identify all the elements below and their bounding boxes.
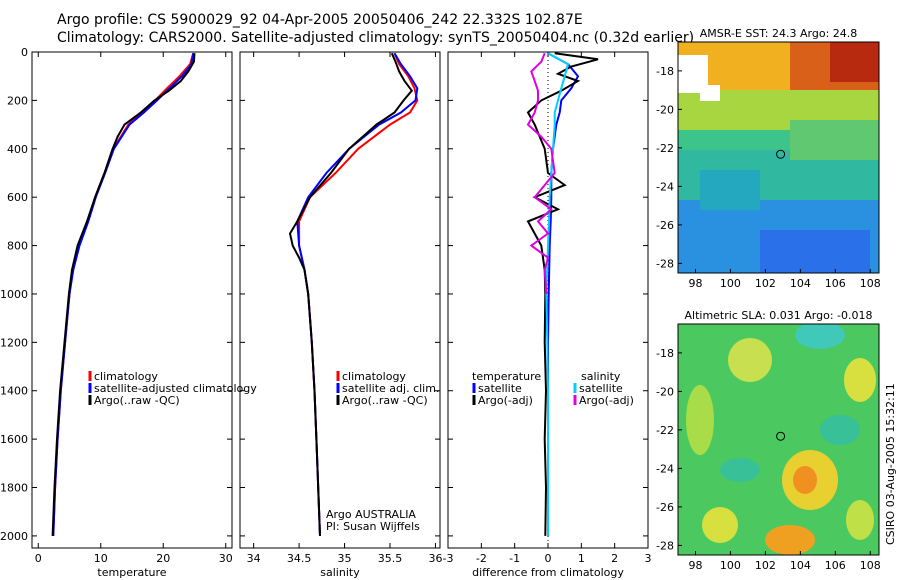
temperature-series-line bbox=[51, 53, 196, 536]
depth-tick-label: 200 bbox=[7, 94, 28, 107]
salinity-xtick-label: 34 bbox=[247, 552, 261, 565]
depth-tick-label: 1200 bbox=[0, 336, 28, 349]
sla_map-lat-label: -26 bbox=[656, 501, 674, 514]
difference-xtick-label: -3 bbox=[443, 552, 454, 565]
salinity-legend-label: Argo(..raw -QC) bbox=[342, 394, 428, 407]
diff-temperature-legend-label: Argo(-adj) bbox=[478, 394, 533, 407]
pi-name-label: PI: Susan Wijffels bbox=[326, 520, 420, 533]
difference-xtick-label: 2 bbox=[611, 552, 618, 565]
sla-map bbox=[678, 324, 879, 555]
difference-xtick-label: -1 bbox=[509, 552, 520, 565]
depth-tick-label: 1000 bbox=[0, 288, 28, 301]
sst_map-lon-label: 102 bbox=[755, 277, 776, 290]
float-owner-label: Argo AUSTRALIA bbox=[326, 508, 416, 521]
sst_map-lon-label: 100 bbox=[720, 277, 741, 290]
salinity-series-line bbox=[288, 52, 414, 536]
sla_map-lon-label: 102 bbox=[755, 559, 776, 572]
sst_map-lon-label: 104 bbox=[790, 277, 811, 290]
diff-salinity-legend-label: Argo(-adj) bbox=[579, 394, 634, 407]
depth-tick-label: 1400 bbox=[0, 385, 28, 398]
sla_map-lat-label: -24 bbox=[656, 462, 674, 475]
temperature-legend-label: satellite-adjusted climatology bbox=[94, 382, 257, 395]
sla_map-lon-label: 108 bbox=[860, 559, 881, 572]
temperature-legend-label: Argo(..raw -QC) bbox=[94, 394, 180, 407]
salinity-xtick-label: 35.5 bbox=[378, 552, 403, 565]
depth-tick-label: 1800 bbox=[0, 482, 28, 495]
depth-tick-label: 1600 bbox=[0, 433, 28, 446]
sla_map-float-marker bbox=[776, 431, 786, 441]
sst_map-lat-label: -26 bbox=[656, 219, 674, 232]
temperature-xtick-label: 30 bbox=[219, 552, 233, 565]
salinity-legend-label: climatology bbox=[342, 370, 406, 383]
salinity-xtick-label: 34.5 bbox=[287, 552, 312, 565]
sst_map-lat-label: -18 bbox=[656, 65, 674, 78]
temperature-xtick-label: 20 bbox=[156, 552, 170, 565]
sla_map-lat-label: -20 bbox=[656, 385, 674, 398]
sst_map-lat-label: -20 bbox=[656, 103, 674, 116]
temperature-frame bbox=[31, 51, 233, 549]
diff-salinity-legend-heading: salinity bbox=[581, 370, 621, 383]
depth-tick-label: 2000 bbox=[0, 530, 28, 543]
sst_map-title: AMSR-E SST: 24.3 Argo: 24.8 bbox=[700, 27, 858, 40]
temperature-legend-label: climatology bbox=[94, 370, 158, 383]
sst_map-lon-label: 108 bbox=[860, 277, 881, 290]
difference-xtick-label: 1 bbox=[578, 552, 585, 565]
timestamp-stamp: CSIRO 03-Aug-2005 15:32:11 bbox=[884, 383, 897, 545]
difference-series-line bbox=[526, 52, 599, 536]
temperature-xtick-label: 0 bbox=[35, 552, 42, 565]
depth-tick-label: 400 bbox=[7, 143, 28, 156]
difference-series-line bbox=[526, 52, 556, 295]
difference-xtick-label: 0 bbox=[545, 552, 552, 565]
salinity-series-line bbox=[296, 52, 419, 536]
sst_map-lat-label: -28 bbox=[656, 257, 674, 270]
sla_map-lon-label: 104 bbox=[790, 559, 811, 572]
salinity-frame bbox=[239, 51, 441, 549]
diff-salinity-legend-label: satellite bbox=[579, 382, 623, 395]
sla_map-lon-label: 98 bbox=[688, 559, 702, 572]
difference-xtick-label: 3 bbox=[645, 552, 652, 565]
difference-series-line bbox=[547, 52, 580, 536]
temperature-xtick-label: 10 bbox=[94, 552, 108, 565]
sla_map-lat-label: -18 bbox=[656, 347, 674, 360]
sla_map-title: Altimetric SLA: 0.031 Argo: -0.018 bbox=[685, 309, 873, 322]
sst_map-lon-label: 98 bbox=[688, 277, 702, 290]
diff-temperature-legend-label: satellite bbox=[478, 382, 522, 395]
diff-temperature-legend-heading: temperature bbox=[472, 370, 541, 383]
difference-series-line bbox=[545, 52, 570, 536]
sla_map-lat-label: -22 bbox=[656, 424, 674, 437]
depth-tick-label: 600 bbox=[7, 191, 28, 204]
sst_map-lat-label: -24 bbox=[656, 180, 674, 193]
sla_map-lat-label: -28 bbox=[656, 539, 674, 552]
depth-tick-label: 0 bbox=[21, 46, 28, 59]
sst_map-lat-label: -22 bbox=[656, 142, 674, 155]
climatology-title: Climatology: CARS2000. Satellite-adjuste… bbox=[57, 30, 695, 46]
temperature-xlabel: temperature bbox=[97, 566, 166, 579]
profile-title: Argo profile: CS 5900029_92 04-Apr-2005 … bbox=[57, 12, 583, 28]
sst_map-float-marker bbox=[776, 149, 786, 159]
difference-xtick-label: -2 bbox=[476, 552, 487, 565]
sst_map-lon-label: 106 bbox=[825, 277, 846, 290]
salinity-xtick-label: 35 bbox=[338, 552, 352, 565]
difference-xlabel: difference from climatology bbox=[472, 566, 624, 579]
salinity-legend-label: satellite adj. clim. bbox=[342, 382, 439, 395]
sla_map-lon-label: 100 bbox=[720, 559, 741, 572]
sla_map-lon-label: 106 bbox=[825, 559, 846, 572]
salinity-xlabel: salinity bbox=[320, 566, 360, 579]
depth-tick-label: 800 bbox=[7, 240, 28, 253]
salinity-xtick-label: 36 bbox=[428, 552, 442, 565]
sst-map bbox=[678, 42, 879, 273]
